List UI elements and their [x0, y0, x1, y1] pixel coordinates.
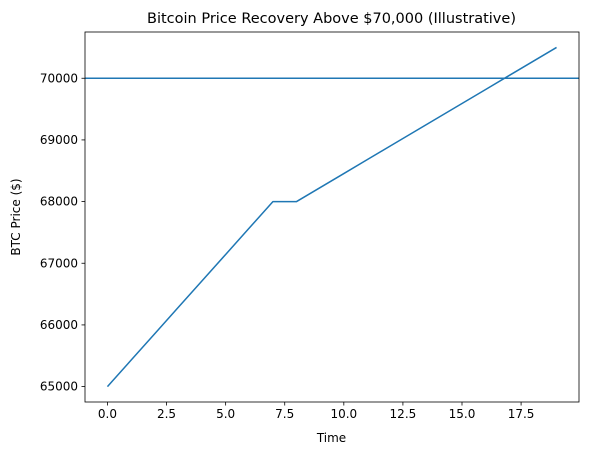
- chart-title: Bitcoin Price Recovery Above $70,000 (Il…: [147, 11, 516, 27]
- x-tick-label: 0.0: [98, 407, 117, 421]
- x-axis-label: Time: [316, 431, 346, 445]
- axes-frame: [84, 31, 580, 403]
- y-tick-label: 69000: [40, 133, 78, 147]
- x-tick-label: 15.0: [449, 407, 476, 421]
- x-tick-label: 7.5: [275, 407, 294, 421]
- x-axis-ticks: 0.0 2.5 5.0 7.5 10.0 12.5 15.0 17.5: [98, 402, 535, 421]
- price-series-line: [106, 46, 557, 388]
- x-tick-label: 2.5: [157, 407, 176, 421]
- y-axis-ticks: 65000 66000 67000 68000 69000 70000: [40, 71, 85, 394]
- x-tick-label: 5.0: [216, 407, 235, 421]
- y-tick-label: 70000: [40, 71, 78, 85]
- y-tick-label: 66000: [40, 318, 78, 332]
- y-axis-label: BTC Price ($): [9, 178, 23, 255]
- y-tick-label: 68000: [40, 195, 78, 209]
- y-tick-label: 67000: [40, 256, 78, 270]
- plot-area: [85, 46, 579, 388]
- x-tick-label: 17.5: [508, 407, 535, 421]
- x-tick-label: 12.5: [390, 407, 417, 421]
- x-tick-label: 10.0: [330, 407, 357, 421]
- y-tick-label: 65000: [40, 380, 78, 394]
